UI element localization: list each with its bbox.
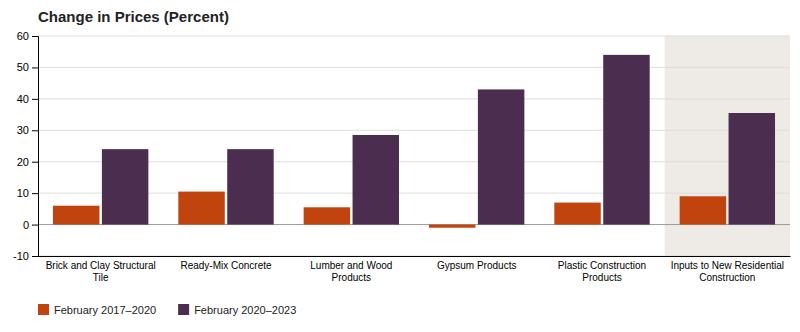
legend: February 2017–2020 February 2020–2023	[38, 304, 296, 316]
grid-line	[38, 130, 790, 131]
x-tick: Lumber and WoodProducts	[310, 256, 392, 283]
legend-swatch	[178, 304, 189, 315]
bar	[478, 89, 524, 224]
bar	[680, 196, 726, 224]
bar	[353, 135, 399, 225]
x-tick: Inputs to New ResidentialConstruction	[671, 256, 784, 283]
bars	[53, 55, 775, 228]
x-tick-label: Plastic ConstructionProducts	[558, 260, 646, 283]
y-tick-label: 20	[17, 156, 29, 168]
y-tick-label: 30	[17, 124, 29, 136]
grid-line	[38, 224, 790, 225]
legend-label: February 2020–2023	[194, 304, 296, 316]
grid-line	[38, 98, 790, 99]
chart: -10 0 10 20 30 40 50 60 Brick and Clay Structura…	[0, 0, 800, 332]
y-tick: 60	[17, 30, 38, 42]
bar	[53, 206, 99, 225]
y-tick: 0	[23, 219, 38, 231]
y-tick-label: 40	[17, 93, 29, 105]
grid-line	[38, 256, 790, 257]
bar	[178, 192, 224, 225]
x-tick-label: Lumber and WoodProducts	[310, 260, 392, 283]
x-axis-line	[39, 256, 791, 257]
highlight-band	[665, 36, 790, 256]
y-tick: 20	[17, 156, 38, 168]
x-axis: Brick and Clay StructuralTile Ready-Mix C…	[39, 256, 791, 283]
grid	[38, 36, 790, 256]
y-tick-mark	[32, 225, 38, 226]
bar	[227, 149, 273, 224]
y-tick-mark	[32, 256, 38, 257]
bar	[554, 203, 600, 225]
y-tick-label: -10	[13, 250, 29, 262]
x-tick: Ready-Mix Concrete	[180, 256, 272, 271]
x-tick-label: Inputs to New ResidentialConstruction	[671, 260, 784, 283]
bar	[102, 149, 148, 224]
legend-item: February 2017–2020	[38, 304, 156, 316]
y-tick: 50	[17, 61, 38, 73]
bar	[729, 113, 775, 225]
y-axis-line	[32, 37, 39, 257]
x-tick-label: Gypsum Products	[437, 260, 516, 271]
legend-swatch	[38, 304, 49, 315]
y-tick-mark	[32, 162, 38, 163]
grid-line	[38, 36, 790, 37]
grid-line	[38, 67, 790, 68]
y-tick-label: 10	[17, 187, 29, 199]
y-axis: -10 0 10 20 30 40 50 60	[13, 30, 38, 262]
bar	[429, 225, 475, 228]
y-tick-mark	[32, 193, 38, 194]
x-tick: Brick and Clay StructuralTile	[46, 256, 156, 283]
y-tick-label: 50	[17, 61, 29, 73]
x-tick-label: Ready-Mix Concrete	[180, 260, 272, 271]
y-tick-label: 60	[17, 30, 29, 42]
grid-line	[38, 161, 790, 162]
bar	[603, 55, 649, 225]
y-tick-mark	[32, 36, 38, 37]
plot: -10 0 10 20 30 40 50 60 Brick and Clay Structura…	[13, 30, 790, 283]
x-tick: Plastic ConstructionProducts	[558, 256, 646, 283]
y-tick: -10	[13, 250, 38, 262]
x-tick-label: Brick and Clay StructuralTile	[46, 260, 156, 283]
y-tick-mark	[32, 67, 38, 68]
legend-item: February 2020–2023	[178, 304, 296, 316]
grid-line	[38, 193, 790, 194]
legend-label: February 2017–2020	[54, 304, 156, 316]
y-tick: 40	[17, 93, 38, 105]
bar	[304, 207, 350, 224]
y-tick: 30	[17, 124, 38, 136]
title: Change in Prices (Percent)	[38, 8, 229, 25]
y-tick-mark	[32, 130, 38, 131]
x-tick: Gypsum Products	[437, 256, 516, 271]
y-tick: 10	[17, 187, 38, 199]
y-tick-mark	[32, 99, 38, 100]
y-tick-label: 0	[23, 219, 29, 231]
